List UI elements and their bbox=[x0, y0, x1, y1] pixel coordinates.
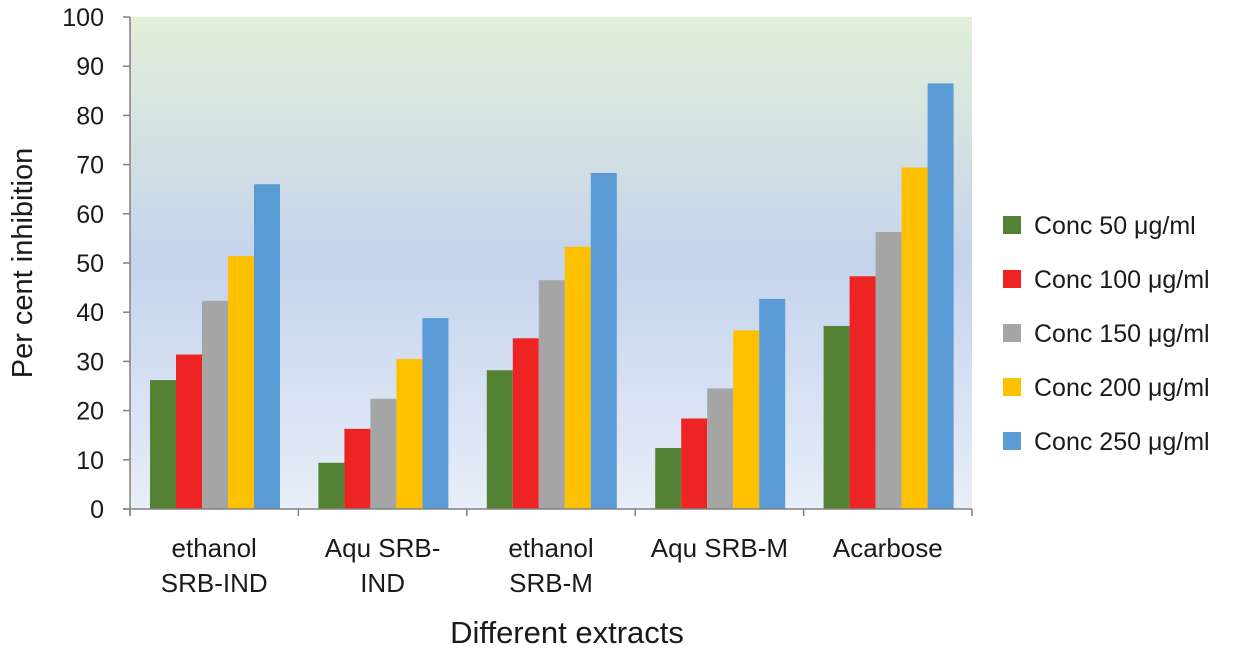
y-tick-label: 80 bbox=[76, 102, 104, 130]
bar-series-1-category-1 bbox=[150, 380, 176, 509]
bar-series-1-category-4 bbox=[655, 447, 682, 509]
bar-series-4-category-3 bbox=[564, 246, 591, 509]
bar-series-3-category-4 bbox=[707, 388, 734, 509]
legend-label: Conc 50 μg/ml bbox=[1034, 212, 1196, 240]
x-tick-label: Acarbose bbox=[833, 533, 943, 563]
x-axis-label: Different extracts bbox=[450, 615, 684, 650]
axes-group bbox=[123, 16, 973, 516]
bar-series-5-category-1 bbox=[254, 184, 280, 509]
legend-swatch bbox=[1003, 378, 1021, 396]
x-tick-label: Aqu SRB-M bbox=[651, 533, 788, 563]
bar-series-2-category-1 bbox=[176, 354, 202, 509]
bar-series-5-category-2 bbox=[422, 318, 449, 509]
bar-series-2-category-5 bbox=[849, 276, 876, 509]
bar-series-5-category-3 bbox=[590, 172, 617, 510]
bar-series-2-category-4 bbox=[681, 418, 708, 509]
bar-series-4-category-1 bbox=[228, 256, 254, 509]
bar-series-2-category-2 bbox=[344, 428, 371, 509]
bar-series-4-category-4 bbox=[733, 330, 760, 509]
bar-series-3-category-2 bbox=[370, 398, 397, 509]
bar-series-5-category-4 bbox=[759, 298, 786, 509]
bar-series-3-category-5 bbox=[875, 232, 902, 509]
y-tick-label: 50 bbox=[76, 250, 104, 278]
bar-series-3-category-1 bbox=[202, 300, 228, 509]
bar-series-4-category-5 bbox=[901, 167, 928, 509]
legend: Conc 50 μg/ml Conc 100 μg/ml Conc 150 μg/m… bbox=[1003, 212, 1210, 456]
x-tick-label: ethanol SRB-M bbox=[508, 533, 593, 598]
legend-swatch bbox=[1003, 270, 1021, 288]
y-tick-label: 20 bbox=[76, 398, 104, 426]
bar-series-3-category-3 bbox=[538, 280, 565, 509]
x-tick-label: Aqu SRB-IND bbox=[325, 533, 441, 598]
legend-swatch bbox=[1003, 432, 1021, 450]
legend-swatch bbox=[1003, 216, 1021, 234]
y-tick-label: 60 bbox=[76, 201, 104, 229]
legend-label: Conc 250 μg/ml bbox=[1034, 428, 1210, 456]
legend-label: Conc 100 μg/ml bbox=[1034, 266, 1210, 294]
legend-label: Conc 200 μg/ml bbox=[1034, 374, 1210, 402]
bar-series-2-category-3 bbox=[512, 338, 539, 509]
x-tick-label: ethanol SRB-IND bbox=[161, 533, 268, 598]
y-axis-label: Per cent inhibition bbox=[7, 148, 39, 379]
y-tick-label: 30 bbox=[76, 348, 104, 376]
y-tick-label: 0 bbox=[90, 496, 104, 524]
y-tick-label: 40 bbox=[76, 299, 104, 327]
bars-group bbox=[150, 83, 954, 510]
bar-series-1-category-2 bbox=[318, 462, 345, 509]
y-tick-labels: 0 10 20 30 40 50 60 70 80 90 100 bbox=[62, 4, 104, 524]
x-tick-labels: ethanol SRB-IND Aqu SRB-IND ethanol SRB-M Aqu… bbox=[161, 533, 943, 598]
bar-series-1-category-3 bbox=[486, 370, 513, 509]
y-tick-label: 90 bbox=[76, 53, 104, 81]
y-tick-label: 10 bbox=[76, 447, 104, 475]
legend-label: Conc 150 μg/ml bbox=[1034, 320, 1210, 348]
y-tick-label: 70 bbox=[76, 152, 104, 180]
bar-series-4-category-2 bbox=[396, 358, 423, 509]
legend-swatch bbox=[1003, 324, 1021, 342]
bar-series-5-category-5 bbox=[927, 83, 954, 510]
y-tick-label: 100 bbox=[62, 4, 104, 32]
bar-series-1-category-5 bbox=[823, 325, 850, 509]
